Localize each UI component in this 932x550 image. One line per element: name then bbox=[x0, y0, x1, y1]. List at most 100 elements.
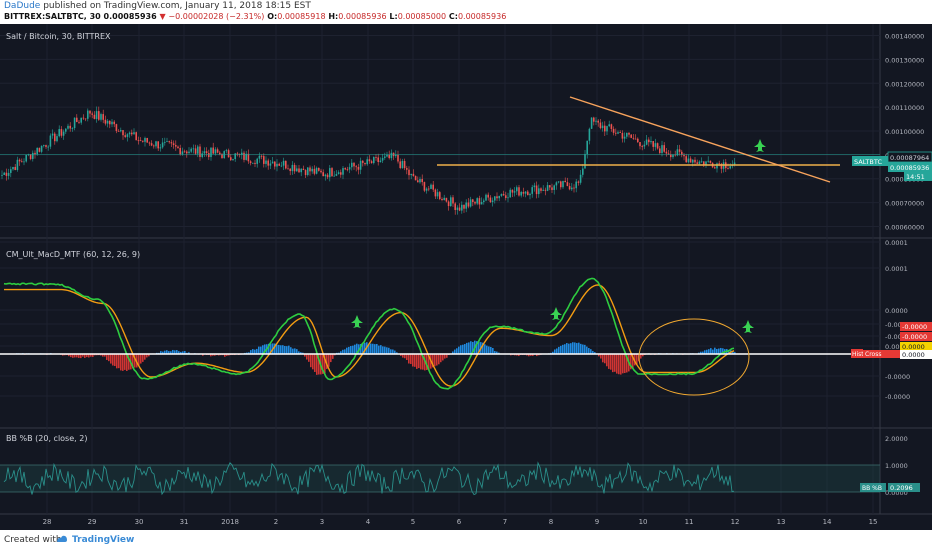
macd-histogram-bar bbox=[604, 354, 606, 364]
macd-pane[interactable] bbox=[0, 277, 880, 396]
macd-histogram-bar bbox=[586, 346, 588, 354]
bb-value-tag bbox=[888, 483, 920, 492]
price-candle bbox=[263, 156, 265, 164]
macd-histogram-bar bbox=[528, 354, 530, 357]
macd-histogram-bar bbox=[168, 351, 170, 354]
author-link[interactable]: DaDude bbox=[4, 1, 41, 11]
macd-histogram-bar bbox=[422, 354, 424, 370]
price-candle bbox=[654, 143, 657, 147]
close-value: 0.00085936 bbox=[457, 12, 507, 21]
price-candle bbox=[595, 120, 597, 122]
price-candle bbox=[100, 114, 102, 120]
macd-histogram-bar bbox=[144, 354, 146, 360]
price-candle bbox=[643, 144, 646, 147]
macd-histogram-bar bbox=[576, 343, 578, 354]
price-candle bbox=[333, 175, 335, 177]
macd-histogram-bar bbox=[732, 351, 734, 354]
price-candle bbox=[516, 187, 518, 192]
symbol-tag-text: SALTBTC bbox=[854, 158, 882, 166]
price-candle bbox=[91, 113, 93, 115]
macd-histogram-bar bbox=[624, 354, 626, 374]
open-value: 0.00085918 bbox=[277, 12, 326, 21]
time-tick-label: 31 bbox=[180, 518, 189, 526]
price-candle bbox=[113, 121, 115, 125]
macd-histogram-bar bbox=[330, 354, 332, 363]
macd-histogram-bar bbox=[68, 354, 70, 357]
macd-histogram-bar bbox=[734, 352, 736, 354]
macd-histogram-bar bbox=[280, 345, 282, 354]
chart-container[interactable]: 0.00140000 0.00130000 0.00120000 0.00110000… bbox=[0, 24, 932, 530]
macd-histogram-bar bbox=[344, 349, 346, 354]
macd-histogram-bar bbox=[356, 343, 358, 354]
price-candle bbox=[696, 162, 698, 164]
down-triangle-icon: ▼ bbox=[159, 12, 166, 21]
cross-tag bbox=[863, 350, 900, 358]
macd-histogram-bar bbox=[374, 344, 376, 354]
time-tick-label: 12 bbox=[731, 518, 740, 526]
macd-histogram-bar bbox=[396, 352, 398, 354]
price-candle bbox=[282, 160, 285, 166]
price-candle bbox=[705, 161, 707, 166]
macd-histogram-bar bbox=[118, 354, 120, 369]
macd-histogram-bar bbox=[88, 354, 90, 358]
price-candle bbox=[491, 200, 494, 203]
macd-histogram-bar bbox=[642, 354, 644, 357]
price-candle bbox=[177, 146, 179, 149]
price-candle bbox=[390, 152, 393, 159]
price-candle bbox=[38, 147, 41, 152]
price-candle bbox=[729, 166, 731, 169]
macd-histogram-bar bbox=[376, 343, 378, 354]
price-candle bbox=[637, 138, 639, 143]
price-candle bbox=[463, 204, 465, 209]
macd-histogram-bar bbox=[602, 354, 604, 363]
price-candle bbox=[364, 162, 366, 165]
macd-histogram-bar bbox=[70, 354, 72, 358]
price-candle bbox=[617, 132, 619, 134]
price-candle bbox=[511, 189, 514, 193]
price-candle bbox=[500, 194, 503, 196]
price-candle bbox=[232, 159, 234, 161]
chart-svg[interactable]: 0.00140000 0.00130000 0.00120000 0.00110000… bbox=[0, 24, 932, 530]
price-candle bbox=[247, 153, 250, 162]
price-candle bbox=[368, 159, 371, 162]
macd-histogram-bar bbox=[214, 354, 216, 356]
price-axis[interactable]: 0.00140000 0.00130000 0.00120000 0.00110000… bbox=[851, 33, 932, 497]
bb-band-fill bbox=[0, 465, 880, 492]
price-candle bbox=[384, 156, 386, 158]
descending-trendline[interactable] bbox=[569, 96, 831, 183]
macd-histogram-bar bbox=[592, 350, 594, 354]
macd-histogram-bar bbox=[428, 354, 430, 371]
time-axis[interactable]: 28 29 30 31 2018 2 3 4 5 6 7 8 9 10 11 12 13 14 15 bbox=[43, 518, 878, 526]
tradingview-brand[interactable]: TradingView bbox=[72, 535, 135, 545]
price-candle bbox=[82, 117, 85, 119]
macd-histogram-bar bbox=[618, 354, 620, 375]
macd-histogram-bar bbox=[202, 354, 204, 356]
price-candle bbox=[425, 188, 428, 191]
price-candle bbox=[225, 150, 228, 152]
macd-histogram-bar bbox=[564, 344, 566, 354]
macd-histogram-bar bbox=[552, 351, 554, 354]
macd-histogram-bar bbox=[278, 344, 280, 354]
price-candle bbox=[452, 197, 454, 204]
macd-histogram-bar bbox=[180, 351, 182, 354]
macd-histogram-bar bbox=[166, 350, 168, 354]
price-candle bbox=[139, 140, 142, 142]
bb-pane[interactable] bbox=[0, 461, 880, 496]
macd-histogram-bar bbox=[600, 354, 602, 359]
price-candle bbox=[634, 138, 637, 140]
macd-histogram-bar bbox=[460, 345, 462, 354]
price-candle bbox=[23, 161, 25, 163]
macd-histogram-bar bbox=[458, 346, 460, 354]
price-candle bbox=[718, 163, 720, 165]
price-candle bbox=[542, 189, 544, 191]
time-tick-label: 5 bbox=[411, 518, 415, 526]
macd-histogram-bar bbox=[446, 354, 448, 358]
price-candle bbox=[509, 189, 511, 198]
macd-histogram-bar bbox=[612, 354, 614, 373]
ohlc-line: BITTREX:SALTBTC, 30 0.00085936 ▼ −0.0000… bbox=[4, 12, 506, 21]
price-candle bbox=[575, 181, 577, 189]
highlight-ellipse[interactable] bbox=[638, 318, 750, 396]
macd-histogram-bar bbox=[286, 346, 288, 354]
price-pane[interactable] bbox=[0, 96, 880, 215]
price-candle bbox=[423, 182, 426, 191]
